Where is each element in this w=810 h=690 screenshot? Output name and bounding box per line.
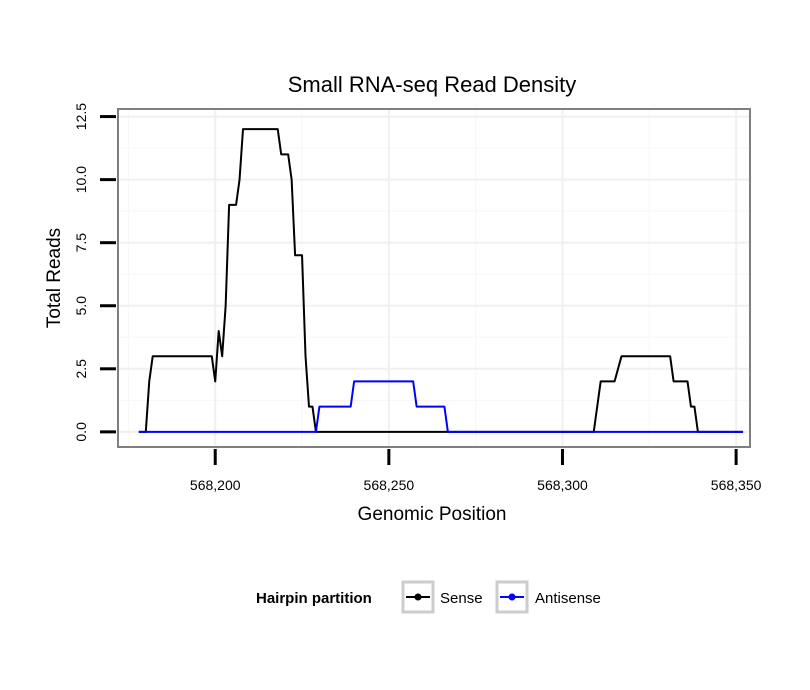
legend: Hairpin partition Sense Antisense bbox=[256, 580, 601, 614]
x-tick-label: 568,250 bbox=[364, 477, 415, 493]
x-tick-label: 568,300 bbox=[537, 477, 588, 493]
series-line-antisense bbox=[138, 380, 744, 433]
x-tick-label: 568,200 bbox=[190, 477, 241, 493]
y-axis: 0.0 2.5 5.0 7.5 10.0 12.5 bbox=[73, 103, 116, 442]
y-tick-label: 12.5 bbox=[73, 103, 89, 130]
legend-label-antisense: Antisense bbox=[535, 590, 601, 607]
y-tick-label: 5.0 bbox=[73, 296, 89, 316]
chart-title: Small RNA-seq Read Density bbox=[288, 72, 577, 97]
grid bbox=[118, 109, 750, 447]
y-tick-label: 10.0 bbox=[73, 166, 89, 193]
x-axis: 568,200 568,250 568,300 568,350 bbox=[190, 449, 762, 493]
legend-key-sense-dot bbox=[414, 593, 422, 601]
y-tick-label: 0.0 bbox=[73, 422, 89, 442]
series-lines bbox=[138, 128, 744, 433]
y-axis-title: Total Reads bbox=[44, 228, 65, 328]
x-tick-label: 568,350 bbox=[711, 477, 762, 493]
series-line-sense bbox=[138, 128, 744, 433]
y-tick-label: 2.5 bbox=[73, 359, 89, 379]
y-tick-label: 7.5 bbox=[73, 233, 89, 253]
legend-label-sense: Sense bbox=[440, 590, 483, 607]
plot-panel-border bbox=[117, 108, 751, 448]
legend-title: Hairpin partition bbox=[256, 590, 372, 607]
x-axis-title: Genomic Position bbox=[358, 504, 507, 525]
legend-key-antisense-dot bbox=[508, 593, 516, 601]
